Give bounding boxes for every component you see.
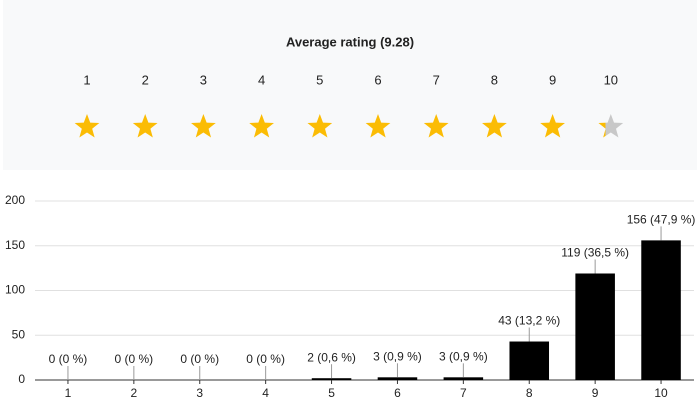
x-tick-label: 10 bbox=[654, 386, 668, 400]
star bbox=[540, 114, 565, 138]
y-tick-label: 0 bbox=[18, 372, 25, 386]
value-label: 0 (0 %) bbox=[180, 352, 219, 366]
x-tick-label: 8 bbox=[526, 386, 533, 400]
rating-title: Average rating (9.28) bbox=[286, 34, 414, 49]
bar bbox=[377, 377, 418, 380]
x-tick-label: 5 bbox=[328, 386, 335, 400]
value-label: 3 (0,9 %) bbox=[373, 349, 422, 363]
y-tick-label: 150 bbox=[5, 238, 25, 252]
x-tick-label: 7 bbox=[460, 386, 467, 400]
value-label: 0 (0 %) bbox=[49, 352, 88, 366]
bar bbox=[575, 273, 615, 380]
x-tick-label: 1 bbox=[65, 386, 72, 400]
value-label: 119 (36,5 %) bbox=[561, 246, 629, 260]
star-number: 4 bbox=[258, 72, 265, 87]
star bbox=[74, 114, 100, 138]
star-number: 8 bbox=[491, 72, 498, 87]
rating-panel bbox=[3, 0, 697, 170]
star-number: 1 bbox=[83, 72, 90, 87]
value-label: 2 (0,6 %) bbox=[307, 350, 356, 364]
star bbox=[132, 114, 158, 138]
bar bbox=[641, 240, 681, 380]
star bbox=[365, 114, 391, 138]
value-label: 0 (0 %) bbox=[246, 352, 285, 366]
star-number: 5 bbox=[316, 72, 323, 87]
star-number: 10 bbox=[604, 72, 618, 87]
star bbox=[482, 114, 507, 138]
value-label: 156 (47,9 %) bbox=[627, 213, 696, 227]
value-label: 43 (13,2 %) bbox=[498, 314, 560, 328]
star-number: 6 bbox=[374, 72, 381, 87]
value-label: 3 (0,9 %) bbox=[439, 349, 488, 363]
star bbox=[423, 114, 449, 138]
bar bbox=[311, 378, 352, 380]
x-tick-label: 2 bbox=[131, 386, 138, 400]
star-number: 9 bbox=[549, 72, 556, 87]
star-number: 7 bbox=[433, 72, 440, 87]
star-number: 3 bbox=[200, 72, 207, 87]
star bbox=[307, 114, 333, 138]
star bbox=[598, 114, 624, 138]
x-tick-label: 6 bbox=[394, 386, 401, 400]
y-tick-label: 200 bbox=[5, 193, 25, 207]
bar bbox=[443, 377, 484, 380]
star bbox=[191, 114, 216, 138]
value-label: 0 (0 %) bbox=[115, 352, 154, 366]
x-tick-label: 9 bbox=[592, 386, 599, 400]
y-tick-label: 100 bbox=[5, 283, 25, 297]
y-tick-label: 50 bbox=[12, 327, 26, 341]
x-tick-label: 4 bbox=[262, 386, 269, 400]
bar bbox=[509, 341, 550, 380]
x-tick-label: 3 bbox=[196, 386, 203, 400]
star-number: 2 bbox=[142, 72, 149, 87]
star bbox=[249, 114, 274, 138]
